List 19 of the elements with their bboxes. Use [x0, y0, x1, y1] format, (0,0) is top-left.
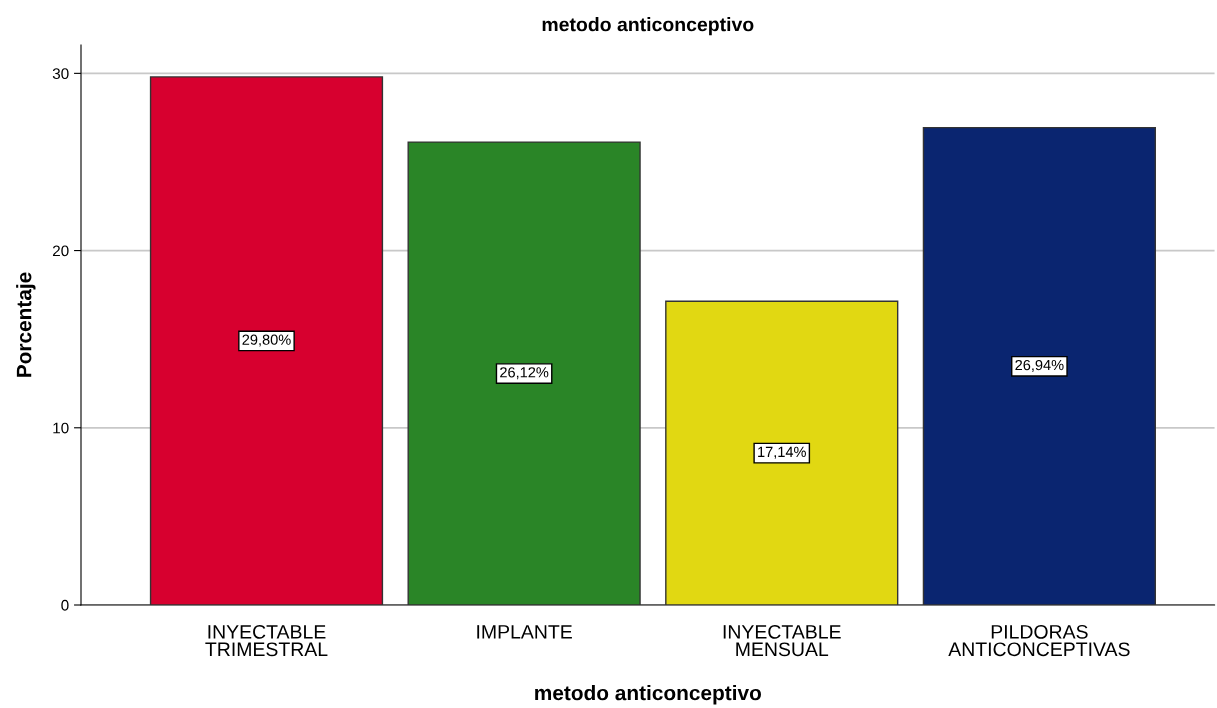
- y-tick-label: 30: [52, 68, 69, 80]
- y-axis-title: Porcentaje: [16, 272, 36, 377]
- data-label: 29,80%: [242, 334, 291, 347]
- x-tick-label: INYECTABLE TRIMESTRAL: [205, 624, 328, 657]
- y-tick-label: 10: [53, 422, 69, 434]
- y-tick-label: 0: [61, 599, 69, 611]
- y-tick-label: 20: [52, 245, 69, 257]
- x-axis-title: metodo anticonceptivo: [535, 684, 761, 705]
- data-label: 17,14%: [758, 446, 806, 459]
- bar: [407, 141, 641, 605]
- chart-title: metodo anticonceptivo: [542, 17, 754, 36]
- x-tick-label: PILDORAS ANTICONCEPTIVAS: [948, 624, 1130, 657]
- data-label: 26,94%: [1015, 359, 1064, 372]
- bar: [665, 300, 899, 605]
- x-tick-label: INYECTABLE MENSUAL: [723, 624, 841, 657]
- bar: [922, 126, 1157, 605]
- data-label: 26,12%: [500, 367, 549, 380]
- x-tick-label: IMPLANTE: [477, 625, 572, 639]
- bar: [149, 76, 384, 605]
